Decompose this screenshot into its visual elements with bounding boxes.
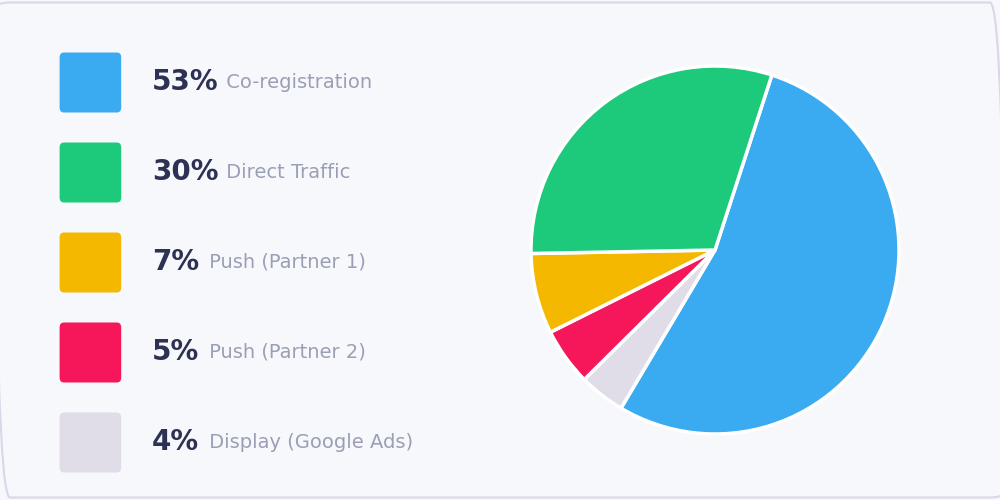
Wedge shape	[584, 250, 715, 408]
Text: Direct Traffic: Direct Traffic	[220, 163, 351, 182]
FancyBboxPatch shape	[60, 52, 121, 112]
Text: Push (Partner 1): Push (Partner 1)	[203, 253, 365, 272]
FancyBboxPatch shape	[60, 412, 121, 472]
Text: Co-registration: Co-registration	[220, 73, 372, 92]
FancyBboxPatch shape	[60, 232, 121, 292]
Wedge shape	[531, 66, 772, 254]
Text: 5%: 5%	[152, 338, 199, 366]
FancyBboxPatch shape	[60, 142, 121, 203]
Wedge shape	[621, 75, 899, 434]
Text: 53%: 53%	[152, 68, 219, 96]
FancyBboxPatch shape	[60, 322, 121, 382]
Text: 4%: 4%	[152, 428, 199, 456]
Text: Display (Google Ads): Display (Google Ads)	[203, 433, 413, 452]
Wedge shape	[550, 250, 715, 380]
Text: Push (Partner 2): Push (Partner 2)	[203, 343, 365, 362]
Wedge shape	[531, 250, 715, 332]
Text: 30%: 30%	[152, 158, 218, 186]
Text: 7%: 7%	[152, 248, 199, 276]
